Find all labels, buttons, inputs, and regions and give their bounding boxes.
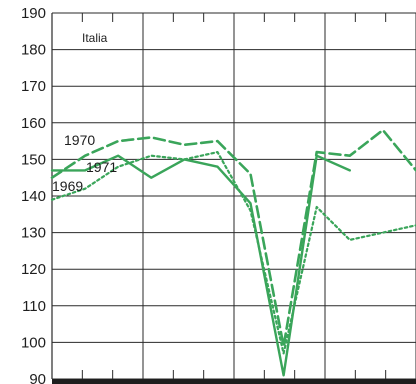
y-tick-label-150: 150 <box>21 151 46 168</box>
series-line-1970 <box>50 128 416 348</box>
series-line-1971 <box>50 154 351 377</box>
chart-title: Italia <box>82 31 108 45</box>
series-label-1969: 1969 <box>52 178 83 194</box>
y-tick-label-160: 160 <box>21 115 46 132</box>
bottom-axis-bar <box>52 379 416 384</box>
y-tick-label-110: 110 <box>22 298 46 315</box>
series-label-1971: 1971 <box>86 159 117 175</box>
y-tick-label-100: 100 <box>21 334 46 351</box>
y-tick-label-190: 190 <box>21 5 46 22</box>
y-tick-label-180: 180 <box>21 42 46 59</box>
series-lines <box>50 128 416 377</box>
y-tick-label-90: 90 <box>29 371 46 384</box>
y-axis: 190 180 170 160 150 140 130 120 110 100 90 <box>21 5 46 384</box>
grid-lines <box>51 12 416 380</box>
y-tick-label-120: 120 <box>21 261 46 278</box>
series-line-1969 <box>50 151 416 355</box>
y-tick-label-170: 170 <box>21 78 46 95</box>
series-label-1970: 1970 <box>64 132 95 148</box>
y-tick-label-130: 130 <box>21 225 46 242</box>
y-tick-label-140: 140 <box>21 188 46 205</box>
